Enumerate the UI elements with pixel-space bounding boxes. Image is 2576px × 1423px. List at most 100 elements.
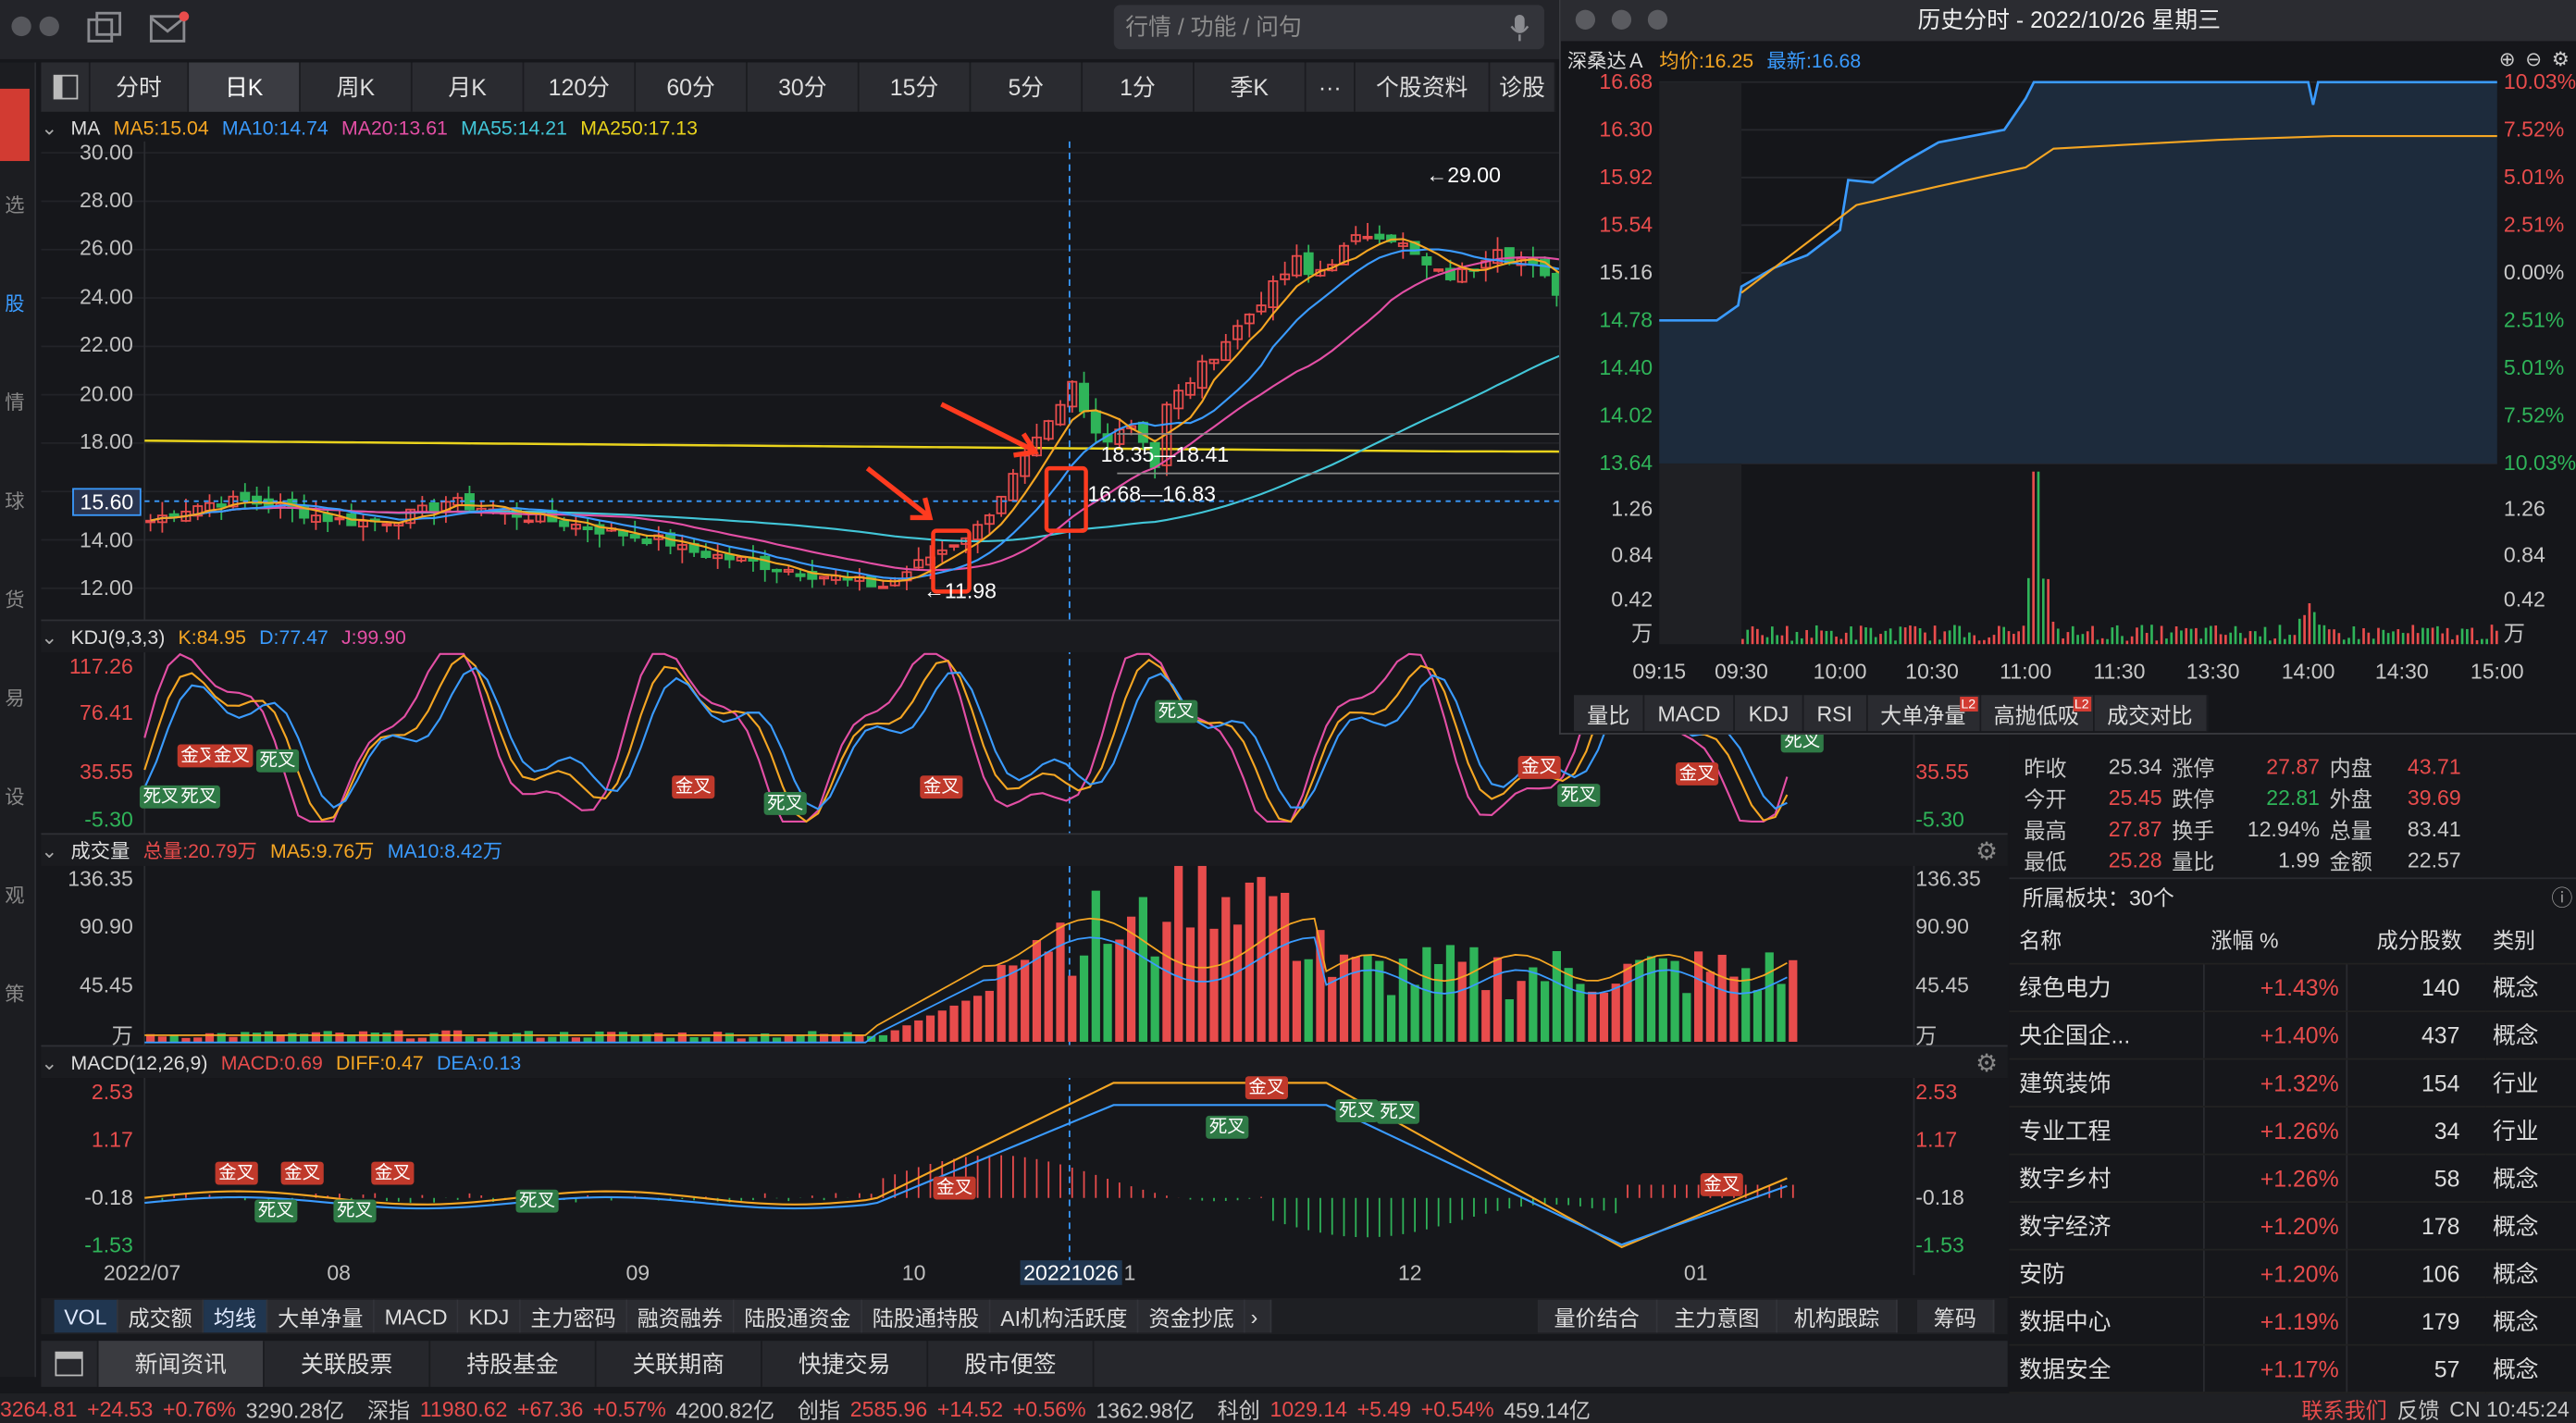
kline-chart[interactable] (41, 141, 2007, 1292)
sidebar-item-4[interactable]: 货 (0, 585, 30, 613)
sector-row[interactable]: 数字乡村 +1.26% 58 概念 (2009, 1153, 2576, 1203)
quote-cell: 22.57 (2407, 848, 2461, 873)
indicator-tab-11[interactable]: 资金抄底 (1138, 1299, 1246, 1333)
indicator-tab-9[interactable]: 陆股通持股 (862, 1299, 991, 1333)
sidebar-item-5[interactable]: 易 (0, 684, 30, 712)
tab-period-2[interactable]: 周K (301, 62, 413, 112)
analysis-tab-3[interactable]: 筹码 (1916, 1299, 1995, 1333)
sector-row[interactable]: 数据中心 +1.19% 179 概念 (2009, 1296, 2576, 1345)
tab-period-0[interactable]: 分时 (91, 62, 190, 112)
sector-row[interactable]: 央企国企... +1.40% 437 概念 (2009, 1010, 2576, 1059)
tab-period-11[interactable]: ··· (1307, 62, 1356, 112)
news-tab-2[interactable]: 持股基金 (430, 1341, 597, 1387)
tab-period-6[interactable]: 30分 (748, 62, 860, 112)
tab-period-3[interactable]: 月K (413, 62, 525, 112)
volume-bar (761, 1033, 770, 1042)
close-dot[interactable] (11, 16, 31, 37)
popup-zoom-button[interactable] (1647, 9, 1668, 30)
news-tab-1[interactable]: 关联股票 (265, 1341, 431, 1387)
sector-header-2[interactable]: 成分股数 (2346, 915, 2486, 964)
news-tab-5[interactable]: 股市便签 (928, 1341, 1095, 1387)
tab-period-5[interactable]: 60分 (636, 62, 748, 112)
indicator-tab-4[interactable]: MACD (374, 1299, 459, 1333)
popup-tab-5[interactable]: 高抛低吸 L2 (1980, 695, 2094, 732)
analysis-tab-0[interactable]: 量价结合 (1537, 1299, 1658, 1333)
zoom-in-icon[interactable]: ⊕ (2498, 47, 2516, 71)
sidebar-item-8[interactable]: 策 (0, 979, 30, 1007)
sector-row[interactable]: 安防 +1.20% 106 概念 (2009, 1248, 2576, 1298)
search-input[interactable]: 行情 / 功能 / 问句 (1113, 5, 1544, 50)
settings-gear-icon[interactable]: ⚙ (1975, 836, 1999, 866)
ma-title: MA (70, 117, 101, 140)
app-logo-icon[interactable] (0, 88, 30, 162)
sidebar-item-7[interactable]: 观 (0, 881, 30, 909)
sector-header-0[interactable]: 名称 (2009, 915, 2205, 964)
tab-period-9[interactable]: 1分 (1083, 62, 1195, 112)
analysis-tab-1[interactable]: 主力意图 (1657, 1299, 1778, 1333)
popup-tab-3[interactable]: RSI (1803, 695, 1867, 732)
feedback-link[interactable]: 反馈 (2396, 1397, 2440, 1423)
news-tab-3[interactable]: 关联期商 (597, 1341, 762, 1387)
sector-row[interactable]: 建筑装饰 +1.32% 154 行业 (2009, 1058, 2576, 1107)
popup-tab-1[interactable]: MACD (1644, 695, 1736, 732)
candle (1339, 244, 1349, 266)
sidebar-label: 货 (5, 588, 25, 612)
sidebar-item-0[interactable]: 选 (0, 191, 30, 218)
mic-icon[interactable] (1508, 13, 1531, 43)
golden-cross-tag: 金叉 (933, 1176, 976, 1200)
indicator-tab-5[interactable]: KDJ (458, 1299, 521, 1333)
popup-tab-2[interactable]: KDJ (1735, 695, 1804, 732)
indicator-tab-0[interactable]: VOL (54, 1299, 118, 1333)
popup-close-button[interactable] (1575, 9, 1596, 30)
popup-tab-4[interactable]: 大单净量 L2 (1866, 695, 1981, 732)
price-axis-label: 12.00 (80, 575, 133, 600)
indicator-tab-7[interactable]: 融资融券 (627, 1299, 735, 1333)
settings-gear-icon[interactable]: ⚙ (2551, 47, 2570, 71)
tab-period-7[interactable]: 15分 (860, 62, 972, 112)
intraday-price-label: 15.16 (1599, 260, 1653, 284)
news-tab-4[interactable]: 快捷交易 (762, 1341, 929, 1387)
sector-row[interactable]: 数据安全 +1.17% 57 概念 (2009, 1343, 2576, 1393)
sector-row[interactable]: 绿色电力 +1.43% 140 概念 (2009, 962, 2576, 1012)
sidebar-item-1[interactable]: 股 (0, 290, 30, 317)
layout-toggle-icon[interactable] (41, 62, 91, 112)
sector-header-1[interactable]: 涨幅 % (2204, 915, 2347, 964)
tab-period-12[interactable]: 个股资料 (1356, 62, 1491, 112)
contact-link[interactable]: 联系我们 (2301, 1397, 2387, 1423)
info-icon[interactable]: ⓘ (2551, 885, 2573, 910)
indicator-tab-8[interactable]: 陆股通资金 (734, 1299, 863, 1333)
candle (1291, 254, 1302, 277)
popup-minimize-button[interactable] (1611, 9, 1632, 30)
indicator-tab-2[interactable]: 均线 (204, 1299, 268, 1333)
indicator-tab-3[interactable]: 大单净量 (267, 1299, 375, 1333)
collapse-icon[interactable]: ⌄ (41, 117, 58, 140)
more-arrow-icon[interactable]: › (1245, 1299, 1272, 1333)
tab-period-13[interactable]: 诊股 (1490, 62, 1556, 112)
settings-gear-icon[interactable]: ⚙ (1975, 1048, 1999, 1078)
news-tab-0[interactable]: 新闻资讯 (98, 1341, 265, 1387)
indicator-tab-1[interactable]: 成交额 (118, 1299, 204, 1333)
sidebar-item-3[interactable]: 球 (0, 487, 30, 514)
intraday-volume-bar (1879, 634, 1882, 645)
sector-row[interactable]: 数字经济 +1.20% 178 概念 (2009, 1201, 2576, 1250)
sidebar-item-6[interactable]: 设 (0, 782, 30, 810)
popup-tab-6[interactable]: 成交对比 (2093, 695, 2208, 732)
tab-period-8[interactable]: 5分 (971, 62, 1084, 112)
window-icon[interactable] (85, 10, 125, 46)
analysis-tab-2[interactable]: 机构跟踪 (1777, 1299, 1898, 1333)
zoom-out-icon[interactable]: ⊖ (2525, 47, 2543, 71)
popup-tab-0[interactable]: 量比 (1573, 695, 1645, 732)
indicator-tab-6[interactable]: 主力密码 (520, 1299, 628, 1333)
minimize-dot[interactable] (39, 16, 59, 37)
intraday-chart[interactable]: 16.68 16.30 15.92 15.54 15.16 14.78 14.40 14.02… (1561, 72, 2576, 690)
panel-toggle-icon[interactable] (41, 1341, 99, 1387)
sector-row[interactable]: 专业工程 +1.26% 34 行业 (2009, 1106, 2576, 1155)
tab-period-1[interactable]: 日K (189, 62, 301, 112)
tab-period-4[interactable]: 120分 (524, 62, 637, 112)
price-annotation-low: ←11.98 (923, 578, 997, 603)
mail-icon[interactable] (148, 10, 191, 46)
sector-header-3[interactable]: 类别 (2485, 915, 2576, 964)
sidebar-item-2[interactable]: 情 (0, 388, 30, 415)
indicator-tab-10[interactable]: AI机构活跃度 (990, 1299, 1139, 1333)
tab-period-10[interactable]: 季K (1195, 62, 1307, 112)
